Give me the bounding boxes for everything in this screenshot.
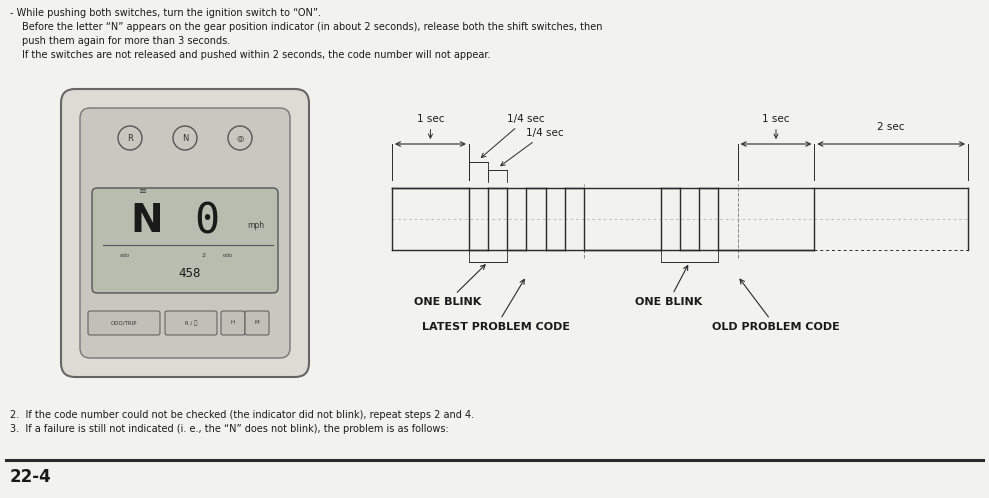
Text: odo: odo bbox=[223, 252, 233, 257]
Text: If the switches are not released and pushed within 2 seconds, the code number wi: If the switches are not released and pus… bbox=[22, 50, 491, 60]
Text: 22-4: 22-4 bbox=[10, 468, 51, 486]
Text: LATEST PROBLEM CODE: LATEST PROBLEM CODE bbox=[421, 279, 570, 332]
Text: ODO/TRIP: ODO/TRIP bbox=[111, 321, 137, 326]
Circle shape bbox=[118, 126, 142, 150]
Circle shape bbox=[173, 126, 197, 150]
Text: 458: 458 bbox=[179, 266, 201, 279]
Text: 2.  If the code number could not be checked (the indicator did not blink), repea: 2. If the code number could not be check… bbox=[10, 410, 474, 420]
Text: Before the letter “N” appears on the gear position indicator (in about 2 seconds: Before the letter “N” appears on the gea… bbox=[22, 22, 602, 32]
Text: R / ⦿: R / ⦿ bbox=[185, 320, 197, 326]
Text: N: N bbox=[131, 202, 163, 240]
Text: ONE BLINK: ONE BLINK bbox=[635, 265, 702, 307]
Text: odo: odo bbox=[120, 252, 131, 257]
Circle shape bbox=[228, 126, 252, 150]
FancyBboxPatch shape bbox=[221, 311, 245, 335]
Text: 1 sec: 1 sec bbox=[416, 114, 444, 138]
Text: ◎: ◎ bbox=[236, 133, 243, 142]
Text: 2: 2 bbox=[201, 252, 205, 257]
FancyBboxPatch shape bbox=[92, 188, 278, 293]
Text: 1/4 sec: 1/4 sec bbox=[500, 128, 564, 166]
Text: 2 sec: 2 sec bbox=[877, 122, 905, 132]
Text: push them again for more than 3 seconds.: push them again for more than 3 seconds. bbox=[22, 36, 230, 46]
FancyBboxPatch shape bbox=[165, 311, 217, 335]
Text: - While pushing both switches, turn the ignition switch to “ON”.: - While pushing both switches, turn the … bbox=[10, 8, 321, 18]
FancyBboxPatch shape bbox=[245, 311, 269, 335]
Text: 3.  If a failure is still not indicated (i. e., the “N” does not blink), the pro: 3. If a failure is still not indicated (… bbox=[10, 424, 449, 434]
FancyBboxPatch shape bbox=[61, 89, 309, 377]
Text: OLD PROBLEM CODE: OLD PROBLEM CODE bbox=[712, 279, 840, 332]
Text: N: N bbox=[182, 133, 188, 142]
FancyBboxPatch shape bbox=[80, 108, 290, 358]
Text: R: R bbox=[127, 133, 133, 142]
Text: ONE BLINK: ONE BLINK bbox=[413, 265, 486, 307]
Text: 1 sec: 1 sec bbox=[763, 114, 790, 138]
FancyBboxPatch shape bbox=[88, 311, 160, 335]
Text: 1/4 sec: 1/4 sec bbox=[482, 114, 545, 157]
Text: H: H bbox=[231, 321, 235, 326]
Text: 0: 0 bbox=[195, 200, 220, 242]
Text: M: M bbox=[255, 321, 259, 326]
Text: ≡: ≡ bbox=[138, 186, 147, 196]
Text: mph: mph bbox=[247, 221, 264, 230]
